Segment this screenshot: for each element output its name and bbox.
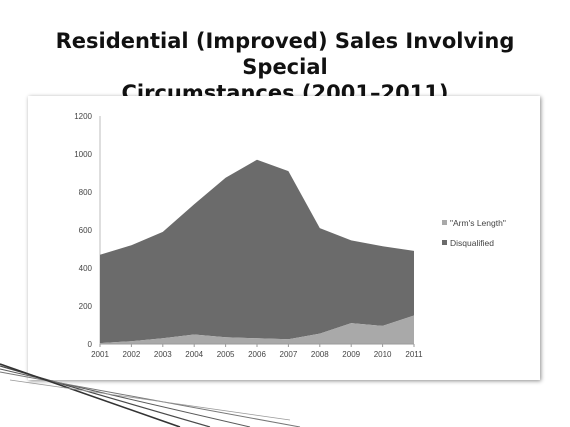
x-tick-label: 2001 [91, 350, 109, 359]
y-tick-label: 1200 [74, 112, 92, 121]
legend-label-0: "Arm's Length" [450, 218, 506, 228]
area-chart: 0 200 400 600 800 1000 1200 2001 2002 2003 2004 200… [74, 112, 506, 359]
legend-swatch-0 [442, 220, 447, 225]
slide-title-line-1: Residential (Improved) Sales Involving S… [55, 29, 515, 79]
legend-swatch-1 [442, 240, 447, 245]
x-tick-label: 2002 [123, 350, 141, 359]
x-tick-label: 2009 [342, 350, 360, 359]
area-series-0 [100, 315, 414, 344]
x-tick-label: 2003 [154, 350, 172, 359]
legend-label-1: Disqualified [450, 238, 494, 248]
x-tick-label: 2006 [248, 350, 266, 359]
x-tick-label: 2010 [374, 350, 392, 359]
y-tick-label: 1000 [74, 150, 92, 159]
x-tick-label: 2007 [280, 350, 298, 359]
x-tick-label: 2004 [185, 350, 203, 359]
y-tick-label: 800 [79, 188, 93, 197]
x-tick-label: 2005 [217, 350, 235, 359]
chart-frame: 0 200 400 600 800 1000 1200 2001 2002 2003 2004 200… [28, 96, 540, 380]
area-series-1 [100, 159, 414, 344]
y-tick-label: 600 [79, 226, 93, 235]
y-tick-label: 400 [79, 264, 93, 273]
y-tick-label: 200 [79, 302, 93, 311]
y-tick-label: 0 [88, 340, 93, 349]
x-tick-label: 2008 [311, 350, 329, 359]
x-tick-label: 2011 [405, 350, 423, 359]
